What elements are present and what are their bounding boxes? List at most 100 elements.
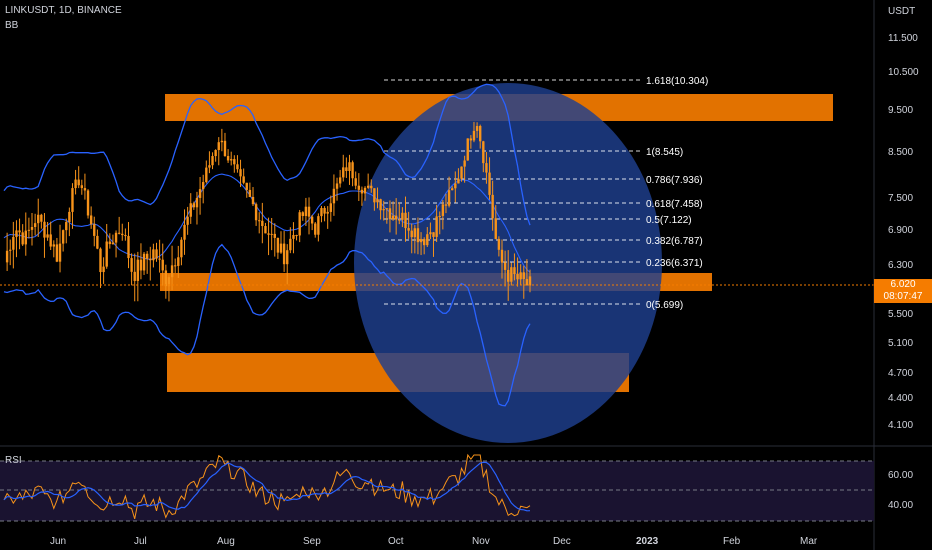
candle-body bbox=[211, 156, 214, 166]
candle-body bbox=[133, 271, 136, 281]
candle-body bbox=[30, 226, 34, 230]
candle-body bbox=[77, 179, 80, 186]
candle-body bbox=[127, 235, 130, 259]
candle-body bbox=[161, 259, 164, 271]
candle-body bbox=[472, 130, 476, 141]
price-tick: 7.500 bbox=[888, 193, 913, 204]
fib-level-label: 0(5.699) bbox=[646, 300, 683, 311]
candle-body bbox=[242, 176, 245, 183]
candle-body bbox=[217, 142, 220, 151]
candle-body bbox=[463, 160, 466, 167]
price-tick: 5.100 bbox=[888, 338, 913, 349]
candle-body bbox=[170, 265, 174, 278]
candle-body bbox=[139, 259, 143, 271]
candle-body bbox=[351, 162, 354, 179]
candle-body bbox=[177, 257, 180, 266]
candle-body bbox=[149, 258, 152, 261]
candle-body bbox=[43, 221, 46, 238]
candle-body bbox=[475, 125, 479, 131]
candle-body bbox=[482, 141, 485, 164]
candle-body bbox=[68, 211, 71, 223]
candle-body bbox=[292, 235, 295, 239]
candle-body bbox=[145, 253, 149, 259]
candle-body bbox=[370, 185, 373, 189]
candle-body bbox=[363, 187, 367, 194]
candle-body bbox=[61, 230, 65, 244]
fib-level-label: 0.5(7.122) bbox=[646, 215, 692, 226]
price-tick: 5.500 bbox=[888, 309, 913, 320]
candle-body bbox=[214, 150, 217, 157]
candle-body bbox=[485, 163, 488, 173]
candle-body bbox=[503, 262, 507, 270]
candle-body bbox=[450, 188, 454, 191]
candle-body bbox=[52, 244, 55, 247]
candle-body bbox=[432, 232, 435, 237]
candle-body bbox=[447, 190, 451, 206]
candle-body bbox=[317, 216, 320, 235]
candle-body bbox=[429, 232, 432, 235]
countdown-tag: 08:07:47 bbox=[874, 291, 932, 303]
price-tick: 8.500 bbox=[888, 147, 913, 158]
candle-body bbox=[304, 206, 308, 217]
candle-body bbox=[205, 167, 208, 183]
candle-body bbox=[469, 138, 473, 141]
candle-body bbox=[426, 234, 429, 246]
candle-body bbox=[491, 194, 494, 219]
candle-body bbox=[5, 250, 9, 263]
time-tick: Oct bbox=[388, 536, 404, 547]
candle-body bbox=[488, 172, 491, 195]
price-tick: 4.700 bbox=[888, 368, 913, 379]
candle-body bbox=[105, 241, 108, 267]
candle-body bbox=[282, 243, 286, 265]
fib-level-label: 0.618(7.458) bbox=[646, 199, 703, 210]
candle-body bbox=[348, 162, 351, 171]
fibonacci-retracement: 1.618(10.304) 1(8.545) 0.786(7.936) 0.618(7… bbox=[384, 76, 708, 311]
price-tick: 9.500 bbox=[888, 105, 913, 116]
candle-body bbox=[510, 267, 513, 282]
candlesticks bbox=[5, 121, 532, 302]
candle-body bbox=[49, 234, 52, 247]
time-tick: 2023 bbox=[636, 536, 659, 547]
time-tick: Jun bbox=[50, 536, 66, 547]
candle-body bbox=[407, 228, 410, 231]
candle-body bbox=[220, 140, 224, 143]
candle-body bbox=[108, 241, 112, 245]
candle-body bbox=[357, 185, 361, 190]
candle-body bbox=[422, 239, 426, 246]
price-axis[interactable]: 11.500 10.500 9.500 8.500 7.500 6.900 6.300 5.5… bbox=[888, 33, 919, 431]
candle-body bbox=[167, 277, 171, 287]
candle-body bbox=[192, 203, 196, 208]
candle-body bbox=[323, 208, 326, 214]
candle-body bbox=[394, 215, 398, 220]
candle-body bbox=[46, 234, 49, 238]
candle-body bbox=[251, 196, 255, 205]
rsi-label[interactable]: RSI bbox=[5, 455, 22, 466]
candle-body bbox=[516, 274, 519, 280]
candle-body bbox=[525, 279, 529, 286]
indicator-label[interactable]: BB bbox=[5, 20, 19, 31]
candle-body bbox=[9, 249, 12, 251]
candle-body bbox=[457, 178, 460, 184]
rsi-tick: 60.00 bbox=[888, 470, 913, 481]
candle-body bbox=[289, 238, 292, 251]
candle-body bbox=[245, 182, 248, 190]
time-tick: Jul bbox=[134, 536, 147, 547]
candle-body bbox=[267, 233, 270, 235]
candle-body bbox=[332, 188, 336, 204]
candle-body bbox=[345, 167, 348, 171]
price-tick: 6.900 bbox=[888, 225, 913, 236]
time-tick: Sep bbox=[303, 536, 321, 547]
candle-body bbox=[71, 188, 74, 212]
candle-body bbox=[195, 197, 199, 208]
candle-body bbox=[416, 228, 420, 243]
candle-body bbox=[58, 243, 62, 262]
symbol-line[interactable]: LINKUSDT, 1D, BINANCE bbox=[5, 5, 122, 16]
candle-body bbox=[198, 189, 202, 198]
rsi-axis[interactable]: 60.00 40.00 bbox=[888, 470, 913, 511]
candle-body bbox=[164, 270, 168, 287]
candle-body bbox=[522, 272, 525, 280]
candle-body bbox=[208, 165, 211, 168]
candle-body bbox=[310, 216, 314, 224]
time-axis[interactable]: Jun Jul Aug Sep Oct Nov Dec 2023 Feb Mar bbox=[50, 536, 818, 547]
